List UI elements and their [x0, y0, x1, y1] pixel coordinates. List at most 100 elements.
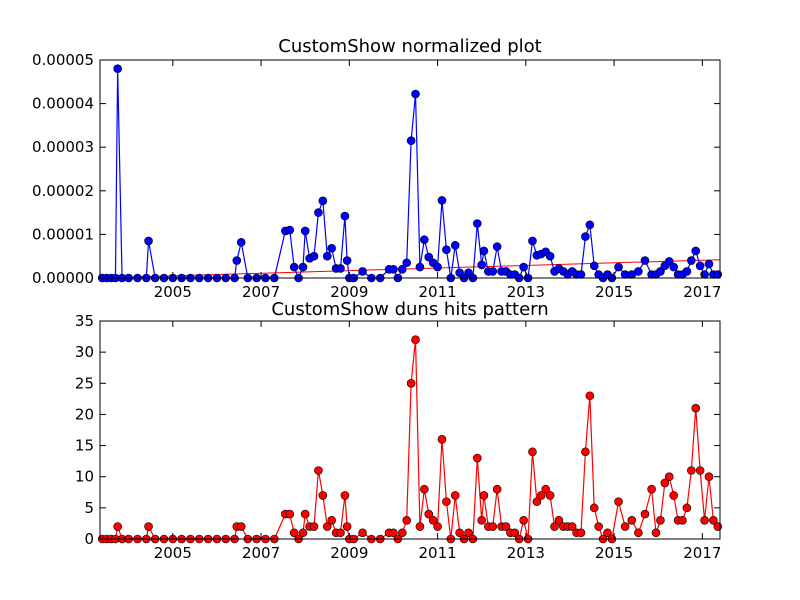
data-point — [309, 522, 319, 531]
plot-frame — [99, 320, 721, 540]
data-point — [298, 528, 308, 538]
data-point — [113, 64, 122, 74]
data-point — [510, 528, 520, 538]
data-point — [236, 522, 246, 531]
data-point — [656, 516, 665, 525]
data-point — [433, 262, 442, 272]
data-point — [627, 516, 637, 525]
data-point — [682, 267, 692, 276]
data-point — [358, 267, 367, 276]
data-point — [336, 528, 345, 538]
data-point — [545, 491, 555, 500]
data-point — [488, 522, 498, 531]
data-point — [554, 516, 564, 525]
x-tick-label: 2017 — [683, 544, 721, 562]
data-point — [322, 522, 332, 531]
data-point — [318, 491, 328, 500]
data-point — [581, 447, 590, 457]
data-point — [678, 516, 687, 525]
data-point — [322, 251, 332, 261]
data-point — [420, 484, 429, 494]
axis-layer: 2005 2007 2009 2011 2013 2015 2017 0.00000 0.000… — [32, 51, 721, 301]
data-point — [472, 453, 482, 463]
data-point — [634, 528, 643, 538]
x-tick-label: 2005 — [154, 283, 192, 301]
data-point — [589, 261, 599, 271]
data-point — [389, 528, 398, 538]
data-point — [700, 270, 709, 279]
data-point — [713, 522, 723, 531]
data-point — [528, 236, 537, 246]
data-point — [691, 403, 701, 413]
x-tick-label: 2009 — [330, 283, 368, 301]
data-point — [550, 522, 559, 531]
data-point — [342, 256, 352, 265]
data-point — [433, 522, 442, 531]
chart-title: CustomShow normalized plot — [278, 36, 542, 57]
data-point — [285, 509, 295, 519]
data-point — [406, 136, 416, 145]
data-point — [567, 522, 577, 531]
x-tick-label: 2007 — [242, 544, 280, 562]
data-point — [585, 391, 595, 401]
trend-line — [99, 259, 721, 279]
data-point — [464, 528, 473, 538]
data-point — [660, 478, 670, 488]
data-point — [581, 232, 590, 241]
data-point — [428, 516, 438, 525]
data-point — [541, 484, 550, 494]
data-point — [285, 225, 295, 235]
data-point — [647, 484, 656, 494]
data-point — [488, 267, 498, 276]
data-point — [532, 497, 542, 506]
data-point — [420, 235, 429, 244]
y-tick-label: 35 — [75, 312, 94, 330]
data-point — [519, 516, 528, 525]
data-point — [536, 491, 546, 500]
y-tick-label: 0.00001 — [32, 225, 94, 243]
data-point — [700, 516, 709, 525]
data-point — [603, 528, 612, 538]
data-point — [492, 242, 502, 251]
data-point — [415, 522, 425, 531]
data-point — [424, 252, 434, 262]
y-tick-label: 0.00002 — [32, 182, 94, 200]
data-point — [442, 497, 451, 506]
data-point — [589, 503, 599, 513]
chart-title: CustomShow duns hits pattern — [271, 299, 548, 320]
data-point — [289, 528, 299, 538]
data-point — [682, 503, 692, 513]
y-tick-label: 30 — [75, 343, 94, 361]
data-point — [501, 522, 511, 531]
x-tick-label: 2015 — [595, 544, 633, 562]
data-point — [402, 258, 411, 268]
data-point — [442, 245, 451, 254]
data-point — [314, 208, 323, 217]
data-point — [704, 472, 714, 482]
data-point — [232, 256, 242, 265]
data-point — [687, 256, 696, 265]
data-point — [640, 256, 650, 265]
data-point — [614, 497, 623, 506]
duns-hits-chart: CustomShow duns hits pattern 2005 2007 200… — [75, 299, 723, 562]
data-point — [144, 236, 153, 246]
data-point — [664, 257, 674, 266]
data-point — [327, 244, 336, 253]
y-tick-label: 0.00003 — [32, 138, 94, 156]
data-point — [576, 270, 586, 279]
data-point — [669, 491, 678, 500]
data-point — [664, 472, 674, 482]
data-point — [656, 267, 665, 276]
data-point — [318, 196, 328, 206]
data-point — [450, 241, 460, 250]
data-point — [477, 260, 487, 270]
data-point — [640, 509, 650, 519]
data-point — [614, 262, 623, 272]
data-point — [704, 259, 714, 269]
data-point — [144, 522, 153, 531]
data-point — [406, 378, 416, 388]
data-point — [455, 528, 464, 538]
data-point — [340, 211, 350, 221]
data-point — [309, 251, 319, 261]
data-point — [709, 516, 718, 525]
